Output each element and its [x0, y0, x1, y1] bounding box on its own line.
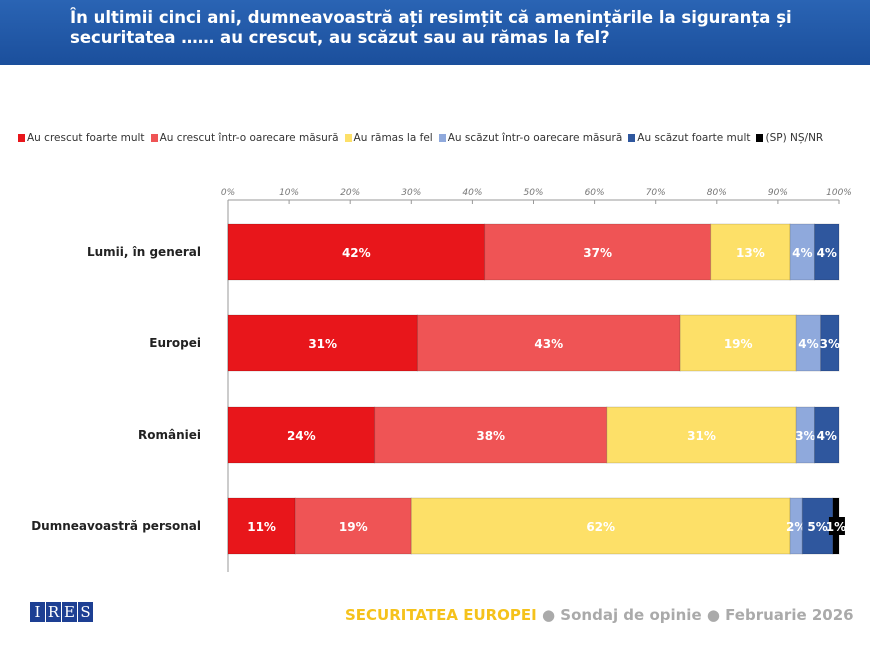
- data-label: 31%: [687, 429, 716, 443]
- tick-label: 20%: [340, 188, 360, 198]
- bar-segment: [227, 497, 296, 555]
- data-label: 43%: [534, 337, 563, 351]
- legend-swatch: [150, 134, 158, 142]
- legend-item: Au rămas la fel: [344, 132, 433, 144]
- stacked-bar-chart: 0% 10% 20% 30% 40% 50% 60% 70% 80% 90% 100% Lumii, …: [31, 188, 852, 572]
- data-label-bg: [828, 517, 845, 535]
- tick-label: 30%: [401, 188, 421, 198]
- legend-item: Au scăzut foarte mult: [628, 132, 750, 144]
- legend-item: (SP) NȘ/NR: [756, 132, 823, 144]
- survey-type: Sondaj de opinie: [560, 606, 702, 624]
- tick-label: 40%: [462, 188, 482, 198]
- survey-name: SECURITATEA EUROPEI: [345, 606, 537, 624]
- data-label: 3%: [820, 337, 840, 351]
- tick-label: 90%: [768, 188, 788, 198]
- legend-item: Au crescut într-o oarecare măsură: [150, 132, 339, 144]
- tick-label: 80%: [707, 188, 727, 198]
- legend-label: Au crescut foarte mult: [27, 132, 145, 144]
- bar-segment: [814, 406, 840, 464]
- legend-swatch: [438, 134, 446, 142]
- legend: Au crescut foarte mult Au crescut într-o …: [18, 132, 823, 144]
- title-banner: În ultimii cinci ani, dumneavoastră ați …: [0, 0, 870, 65]
- legend-item: Au crescut foarte mult: [18, 132, 145, 144]
- bar-segment: [814, 223, 840, 281]
- legend-item: Au scăzut într-o oarecare măsură: [438, 132, 623, 144]
- bar-segment: [710, 223, 791, 281]
- legend-label: Au scăzut foarte mult: [637, 132, 751, 144]
- data-label: 19%: [339, 520, 368, 534]
- category-label: României: [138, 428, 201, 442]
- tick-label: 0%: [221, 188, 235, 198]
- legend-swatch: [628, 134, 636, 142]
- separator: ●: [536, 606, 561, 624]
- data-label: 24%: [287, 429, 316, 443]
- bar-segment: [801, 497, 834, 555]
- footer: SECURITATEA EUROPEI ● Sondaj de opinie ●…: [345, 606, 854, 624]
- data-label: 4%: [792, 246, 812, 260]
- data-label: 38%: [476, 429, 505, 443]
- data-label: 4%: [817, 246, 837, 260]
- bar-segment: [374, 406, 608, 464]
- legend-swatch: [344, 134, 352, 142]
- legend-label: Au scăzut într-o oarecare măsură: [447, 132, 623, 144]
- legend-swatch: [756, 134, 764, 142]
- bar-segment: [416, 314, 681, 372]
- page-title: În ultimii cinci ani, dumneavoastră ați …: [70, 8, 792, 47]
- data-label: 11%: [247, 520, 276, 534]
- tick-label: 50%: [523, 188, 543, 198]
- data-label: 4%: [798, 337, 818, 351]
- bar-segment: [795, 314, 822, 372]
- tick-label: 100%: [826, 188, 852, 198]
- bar-segment: [227, 406, 376, 464]
- legend-label: (SP) NȘ/NR: [765, 132, 824, 144]
- data-label: 19%: [724, 337, 753, 351]
- bar-segment: [294, 497, 412, 555]
- data-label: 13%: [736, 246, 765, 260]
- separator: ●: [701, 606, 726, 624]
- data-label: 1%: [826, 520, 846, 534]
- legend-swatch: [18, 134, 25, 142]
- data-label: 62%: [586, 520, 615, 534]
- legend-label: Au crescut într-o oarecare măsură: [159, 132, 339, 144]
- data-label: 3%: [795, 429, 815, 443]
- tick-label: 10%: [279, 188, 299, 198]
- category-label: Lumii, în general: [87, 245, 201, 259]
- category-label: Dumneavoastră personal: [31, 519, 201, 533]
- legend-label: Au rămas la fel: [353, 132, 433, 144]
- data-label: 31%: [308, 337, 337, 351]
- data-label: 37%: [583, 246, 612, 260]
- data-label: 5%: [807, 520, 827, 534]
- tick-label: 70%: [646, 188, 666, 198]
- bar-segment: [789, 497, 803, 555]
- bar-segment: [227, 314, 418, 372]
- survey-date: Februarie 2026: [725, 606, 854, 624]
- tick-label: 60%: [585, 188, 605, 198]
- data-label: 2%: [786, 520, 806, 534]
- bar-segment: [820, 314, 840, 372]
- data-label: 42%: [342, 246, 371, 260]
- category-label: Europei: [149, 336, 201, 350]
- bar-segment: [789, 223, 816, 281]
- bar-segment: [606, 406, 797, 464]
- data-label: 4%: [817, 429, 837, 443]
- bar-segment: [484, 223, 712, 281]
- bar-segment: [227, 223, 486, 281]
